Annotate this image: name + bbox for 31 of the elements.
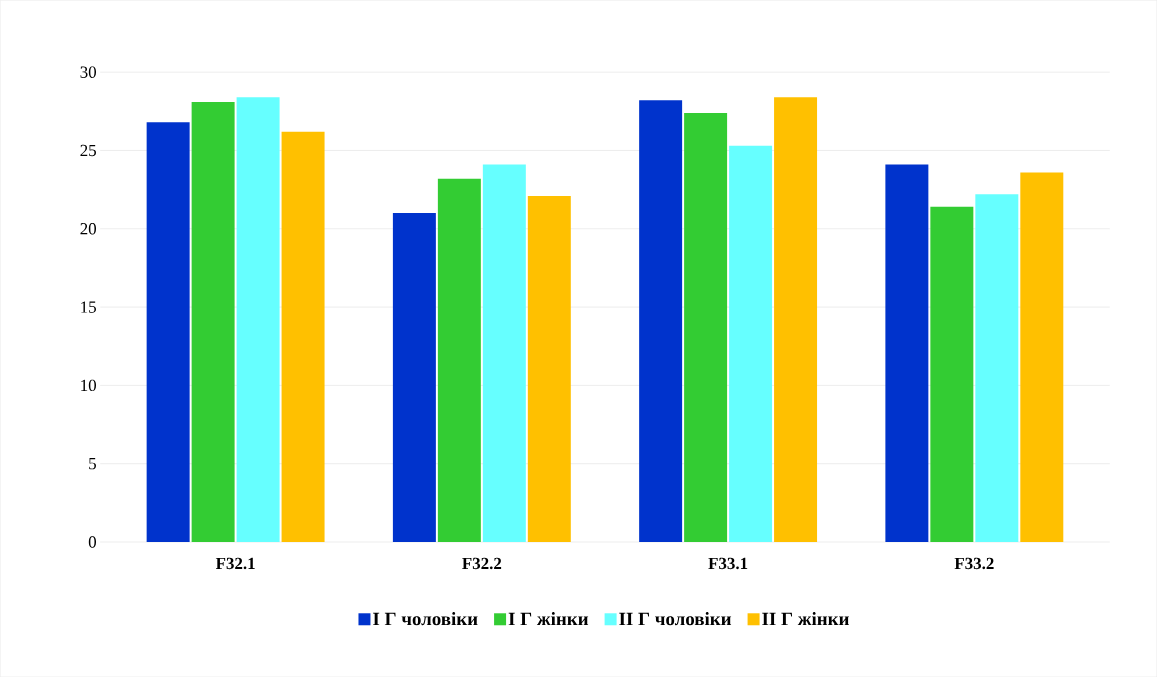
y-tick-label: 10 [81,379,97,392]
legend-label: ІІ Г жінки [762,611,849,626]
bar [146,122,190,542]
y-tick-label: 15 [81,301,96,313]
legend-label: ІІ Г чоловіки [619,611,732,626]
bar [639,100,683,542]
bar [774,97,818,542]
y-tick-label: 0 [88,536,97,548]
bar [437,178,481,542]
x-tick-label: F33.2 [954,557,994,570]
y-tick-label: 25 [80,144,96,157]
bar [482,164,526,542]
y-tick-label: 5 [89,457,96,470]
bar [191,101,235,542]
bar [930,206,974,542]
x-tick-label: F32.1 [215,557,255,570]
bar [1020,172,1064,542]
bar [885,164,929,542]
bar [684,112,728,542]
y-tick-label: 30 [80,66,97,78]
bar [281,131,325,542]
bar [729,145,773,542]
x-tick-label: F33.1 [708,557,748,570]
x-tick-label: F32.2 [462,557,502,570]
legend-label: І Г чоловіки [373,611,478,626]
bar [527,195,571,542]
bar [236,97,280,542]
bar [975,194,1019,542]
legend-label: І Г жінки [508,611,589,626]
y-tick-label: 20 [80,222,97,235]
bar [392,213,436,542]
